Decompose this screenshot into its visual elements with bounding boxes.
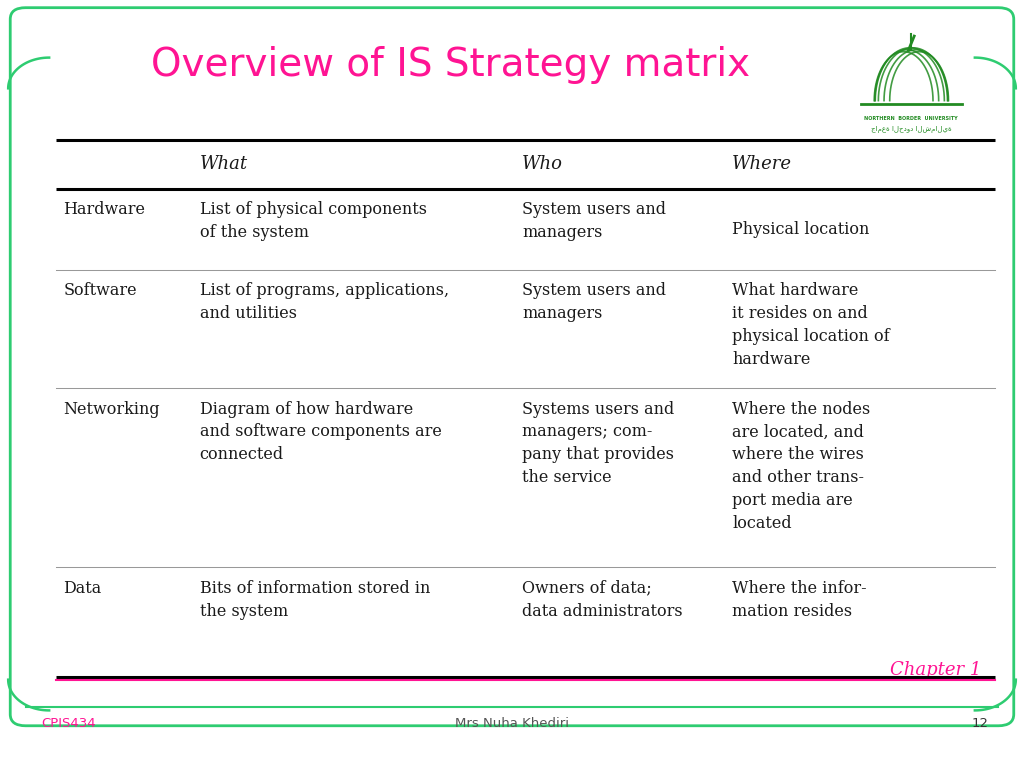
Text: Networking: Networking: [63, 400, 160, 418]
Text: Mrs Nuha Khediri: Mrs Nuha Khediri: [455, 717, 569, 730]
Text: Overview of IS Strategy matrix: Overview of IS Strategy matrix: [151, 46, 751, 84]
Text: System users and
managers: System users and managers: [522, 201, 667, 241]
Text: جامعة الحدود الشمالية: جامعة الحدود الشمالية: [871, 126, 951, 133]
Text: Where the infor-
mation resides: Where the infor- mation resides: [732, 580, 866, 620]
Text: What: What: [200, 155, 248, 174]
Text: Where the nodes
are located, and
where the wires
and other trans-
port media are: Where the nodes are located, and where t…: [732, 400, 870, 531]
Text: Owners of data;
data administrators: Owners of data; data administrators: [522, 580, 683, 620]
Text: 12: 12: [971, 717, 988, 730]
Text: List of physical components
of the system: List of physical components of the syste…: [200, 201, 427, 241]
Text: Who: Who: [522, 155, 563, 174]
Text: List of programs, applications,
and utilities: List of programs, applications, and util…: [200, 283, 449, 323]
Text: System users and
managers: System users and managers: [522, 283, 667, 323]
Text: Hardware: Hardware: [63, 201, 145, 218]
Text: Software: Software: [63, 283, 137, 300]
Text: Systems users and
managers; com-
pany that provides
the service: Systems users and managers; com- pany th…: [522, 400, 675, 486]
Text: Physical location: Physical location: [732, 221, 869, 238]
FancyBboxPatch shape: [10, 8, 1014, 726]
Text: NORTHERN  BORDER  UNIVERSITY: NORTHERN BORDER UNIVERSITY: [864, 117, 958, 121]
Text: Bits of information stored in
the system: Bits of information stored in the system: [200, 580, 430, 620]
Text: What hardware
it resides on and
physical location of
hardware: What hardware it resides on and physical…: [732, 283, 890, 368]
Text: Diagram of how hardware
and software components are
connected: Diagram of how hardware and software com…: [200, 400, 441, 463]
Text: CPIS434: CPIS434: [41, 717, 95, 730]
Text: Chapter 1: Chapter 1: [890, 660, 981, 679]
Text: Where: Where: [732, 155, 793, 174]
Text: Data: Data: [63, 580, 101, 597]
